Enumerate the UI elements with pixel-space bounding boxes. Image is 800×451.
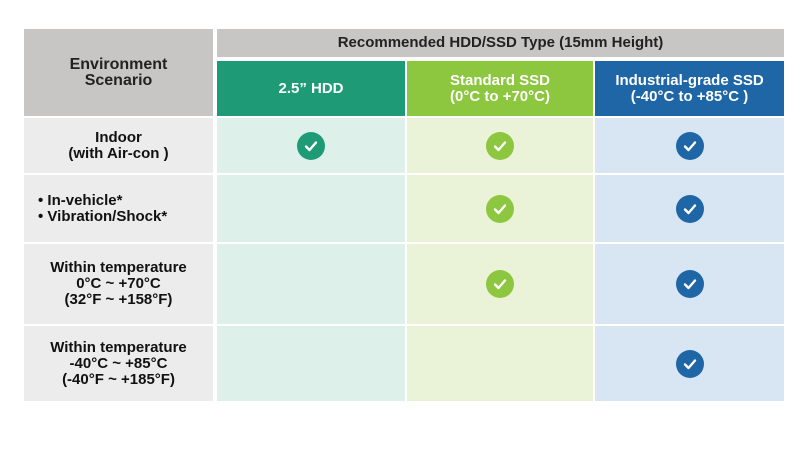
row-label-indoor: Indoor (with Air-con ) [24,116,215,173]
row2-hdd-cell [217,173,407,242]
row3-label-line-2: 0°C ~ +70°C [76,275,161,292]
row1-label-line-1: Indoor [95,128,142,146]
check-circle-icon [675,270,704,298]
row1-label-line-2: (with Air-con ) [68,144,169,162]
recommended-type-header: Recommended HDD/SSD Type (15mm Height) [217,29,784,59]
row2-std-cell [407,173,595,242]
row3-label-line-1: Within temperature [50,259,187,276]
row1-hdd-cell [217,116,407,173]
check-circle-icon [675,194,704,223]
hdd-header-line-1: 2.5” HDD [278,79,344,97]
row4-label-line-2: -40°C ~ +85°C [69,354,168,372]
row1-std-cell [407,116,595,173]
check-circle-icon [297,131,325,160]
env-header-line-1: Environment [69,55,168,73]
row3-ind-cell [595,242,784,324]
row2-ind-cell [595,173,784,242]
row4-label-line-1: Within temperature [50,338,187,356]
check-circle-icon [675,349,704,378]
industrial-ssd-column-header: Industrial-grade SSD (-40°C to +85°C ) [595,61,784,116]
row4-hdd-cell [217,324,407,401]
row-label-vehicle: • In-vehicle* • Vibration/Shock* [24,173,215,242]
row2-label-line-2: • Vibration/Shock* [38,207,168,225]
environment-scenario-header: Environment Scenario [24,29,215,116]
check-circle-icon [486,131,514,160]
row3-label-line-3: (32°F ~ +158°F) [64,291,173,308]
row3-std-cell [407,242,595,324]
row4-label-line-3: (-40°F ~ +185°F) [62,370,175,388]
env-header-line-2: Scenario [84,71,153,89]
row4-std-cell [407,324,595,401]
row4-ind-cell [595,324,784,401]
row1-ind-cell [595,116,784,173]
row-label-temp-industrial: Within temperature -40°C ~ +85°C (-40°F … [24,324,215,401]
row2-label-line-1: • In-vehicle* [38,191,123,209]
ind-header-line-1: Industrial-grade SSD [615,71,764,89]
hdd-column-header: 2.5” HDD [217,61,407,116]
std-header-line-2: (0°C to +70°C) [450,87,550,105]
row-label-temp-standard: Within temperature 0°C ~ +70°C (32°F ~ +… [24,242,215,324]
row3-hdd-cell [217,242,407,324]
check-circle-icon [486,270,514,298]
compatibility-table: Environment Scenario Recommended HDD/SSD… [24,29,784,401]
std-header-line-1: Standard SSD [449,71,551,89]
check-circle-icon [486,194,514,223]
ind-header-line-2: (-40°C to +85°C ) [630,87,749,105]
check-circle-icon [675,131,704,160]
standard-ssd-column-header: Standard SSD (0°C to +70°C) [407,61,595,116]
